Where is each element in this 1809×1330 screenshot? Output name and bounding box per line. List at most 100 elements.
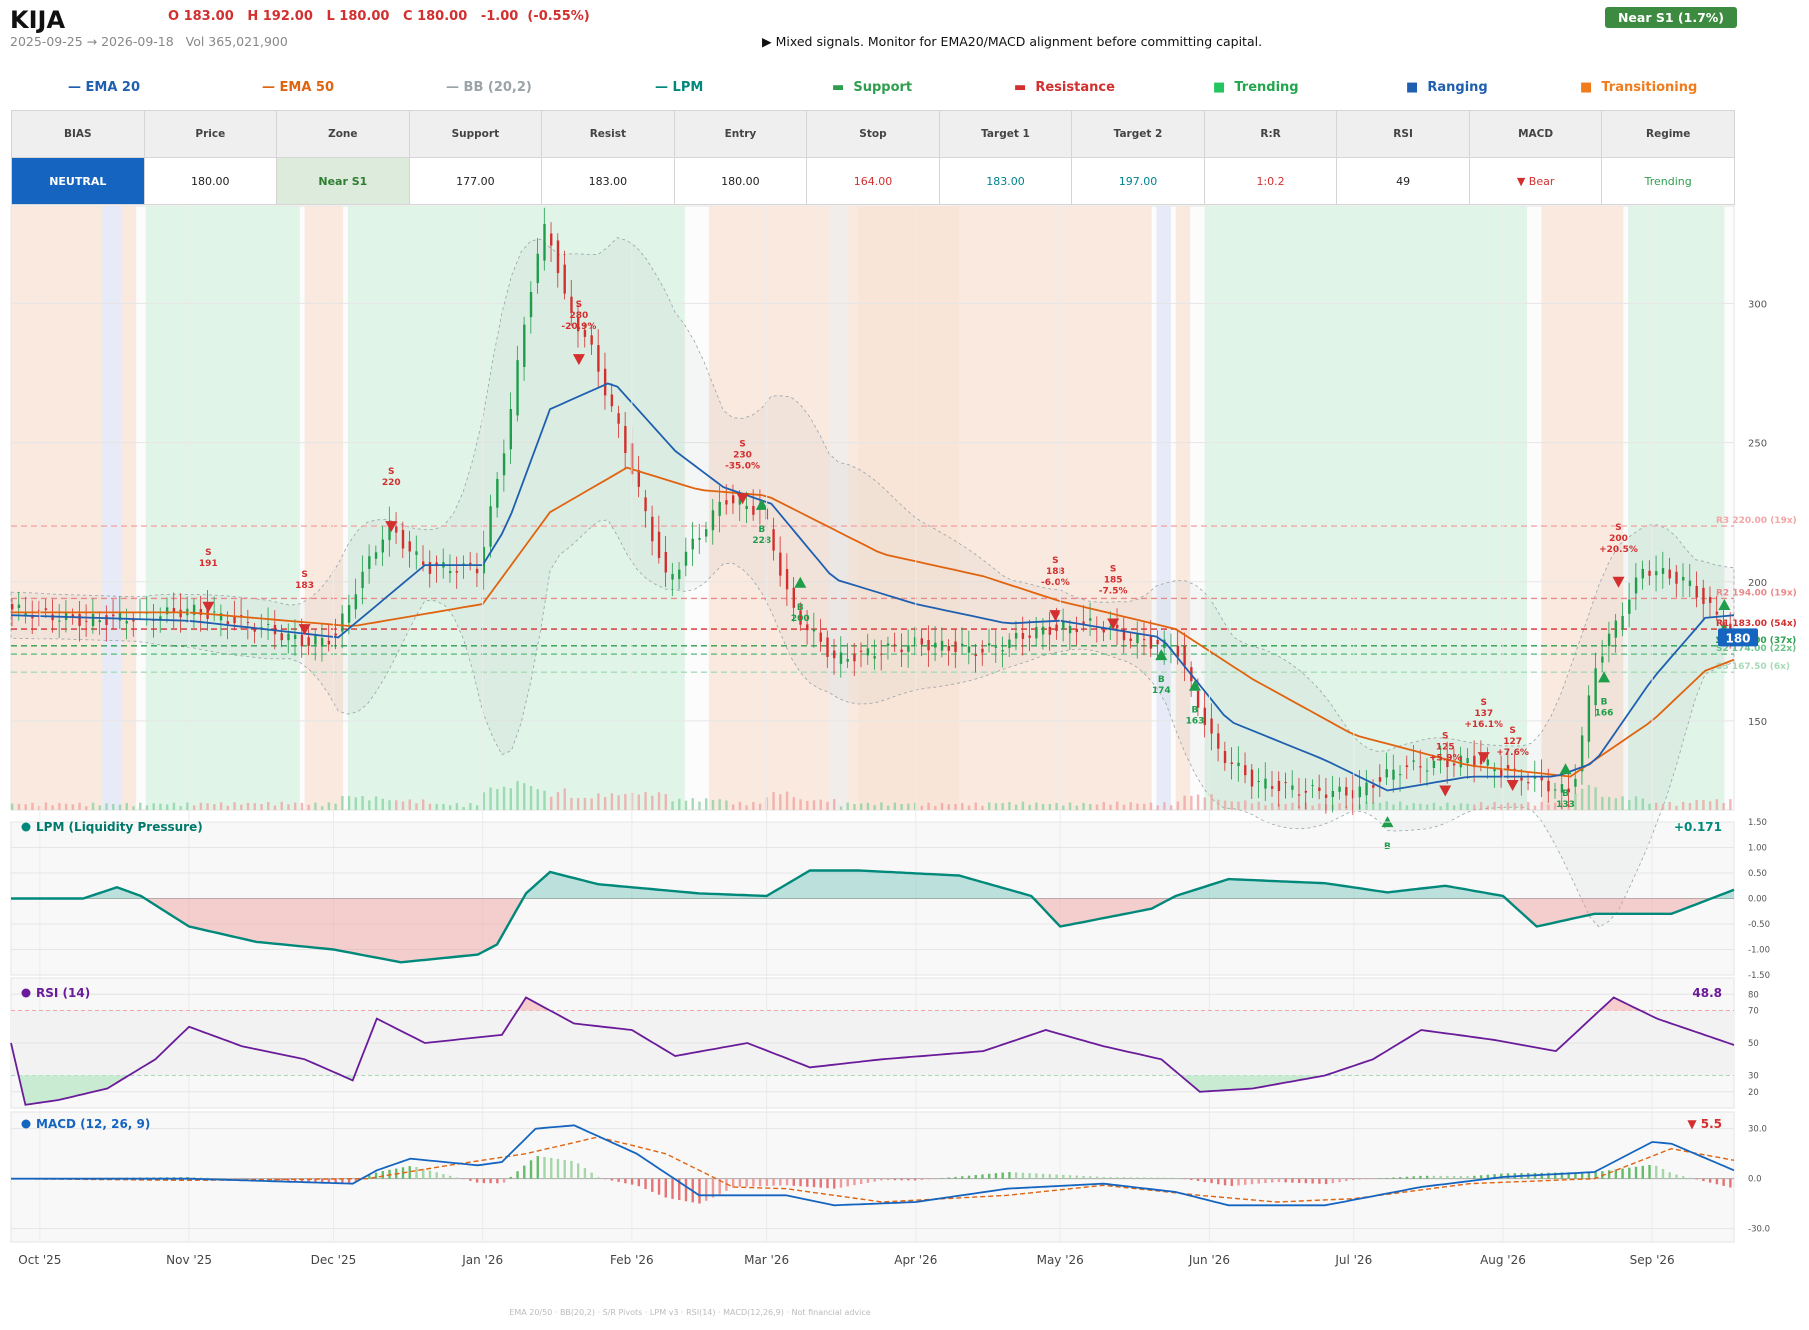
macd-histogram-bar — [1587, 1172, 1591, 1179]
candle-body — [1048, 626, 1052, 635]
legend-bollinger[interactable]: — BB (20,2) — [446, 80, 532, 95]
volume-bar — [401, 801, 405, 810]
macd-histogram-bar — [307, 1178, 310, 1182]
date-range-volume: 2025-09-25 → 2026-09-18 Vol 365,021,900 — [10, 34, 288, 49]
x-month-label: Jan '26 — [461, 1253, 503, 1267]
macd-histogram-bar — [1452, 1175, 1456, 1179]
macd-histogram-bar — [482, 1178, 486, 1184]
candle-body — [705, 529, 708, 537]
legend-ranging[interactable]: ■ Ranging — [1406, 80, 1488, 95]
candle-body — [1412, 760, 1415, 762]
volume-bar — [550, 796, 553, 810]
volume-bar — [1412, 803, 1415, 810]
volume-bar — [1520, 803, 1523, 810]
macd-histogram-bar — [859, 1178, 863, 1185]
legend-transitioning[interactable]: ■ Transitioning — [1580, 80, 1697, 95]
signal-label: 127 — [1503, 737, 1522, 747]
candle-body — [1156, 639, 1159, 645]
volume-bar — [799, 799, 802, 810]
macd-histogram-bar — [1594, 1172, 1597, 1179]
volume-bar — [893, 802, 897, 810]
volume-bar — [853, 804, 856, 810]
candle-body — [125, 621, 128, 624]
volume-bar — [1338, 803, 1341, 810]
macd-histogram-bar — [1399, 1177, 1402, 1179]
macd-histogram-bar — [1102, 1176, 1105, 1179]
volume-bar — [139, 802, 142, 810]
legend-support[interactable]: ▬ Support — [832, 80, 912, 95]
legend-ema20[interactable]: — EMA 20 — [68, 80, 140, 95]
candle-body — [597, 345, 600, 372]
buy-signal-marker — [1188, 679, 1201, 691]
sr-level-label: S2 174.00 (22x) — [1716, 644, 1796, 654]
signal-label: 137 — [1474, 709, 1493, 719]
col-header-regime: Regime — [1601, 110, 1735, 158]
candle-body — [880, 653, 883, 655]
legend-trending[interactable]: ■ Trending — [1213, 80, 1299, 95]
candle-body — [1062, 621, 1065, 630]
legend-resistance[interactable]: ▬ Resistance — [1014, 80, 1115, 95]
volume-bar — [994, 803, 998, 810]
sell-signal-marker — [1439, 785, 1452, 797]
candle-body — [779, 552, 782, 576]
candle-body — [408, 541, 411, 552]
last-price-label: 180 — [1725, 631, 1750, 645]
candle-body — [1560, 784, 1564, 793]
col-header-stop: Stop — [806, 110, 940, 158]
macd-histogram-bar — [1035, 1173, 1038, 1179]
candle-body — [1715, 611, 1719, 615]
candle-body — [806, 624, 809, 631]
macd-histogram-bar — [1668, 1172, 1671, 1179]
legend-ema50[interactable]: — EMA 50 — [262, 80, 334, 95]
volume-bar — [1318, 803, 1321, 810]
legend-lpm[interactable]: — LPM — [655, 80, 703, 95]
volume-bar — [1634, 796, 1638, 810]
macd-signal-line — [11, 1136, 1735, 1203]
candle-body — [428, 562, 432, 574]
volume-bar — [886, 805, 890, 810]
macd-histogram-bar — [1648, 1165, 1651, 1179]
candle-body — [1237, 762, 1240, 767]
macd-histogram-bar — [1075, 1175, 1079, 1179]
candle-body — [1304, 790, 1308, 793]
macd-histogram-bar — [988, 1173, 991, 1179]
macd-histogram-bar — [1655, 1165, 1658, 1179]
macd-histogram-bar — [448, 1175, 452, 1179]
sr-level-label: R1 183.00 (54x) — [1716, 619, 1797, 629]
volume-bar — [455, 803, 459, 810]
rsi-dot-icon — [21, 988, 31, 998]
macd-histogram-bar — [347, 1178, 351, 1184]
macd-histogram-bar — [684, 1178, 688, 1202]
sell-signal-marker — [298, 624, 311, 636]
candle-body — [1014, 632, 1018, 639]
macd-histogram-bar — [408, 1166, 411, 1179]
candle-body — [934, 642, 937, 648]
target2-cell: 197.00 — [1071, 157, 1205, 205]
volume-bar — [603, 796, 607, 810]
candle-body — [772, 529, 775, 551]
candle-body — [1230, 762, 1233, 765]
lpm-tick-label: -0.50 — [1748, 920, 1770, 930]
candle-body — [1176, 645, 1180, 657]
sell-signal-marker — [202, 601, 215, 613]
volume-bar — [1641, 798, 1644, 810]
rsi-tick-label: 70 — [1748, 1007, 1759, 1017]
candle-body — [1580, 735, 1584, 772]
candle-body — [1109, 626, 1112, 628]
candle-body — [1661, 568, 1665, 574]
macd-histogram-bar — [603, 1178, 607, 1180]
signal-label: S — [1509, 726, 1515, 736]
volume-bar — [489, 787, 492, 810]
macd-histogram-bar — [698, 1178, 701, 1204]
candle-body — [543, 223, 546, 261]
candle-body — [1129, 638, 1132, 642]
volume-bar — [523, 783, 526, 810]
macd-histogram-bar — [516, 1171, 519, 1179]
volume-bar — [1419, 803, 1422, 810]
volume-bar — [1062, 805, 1065, 810]
volume-bar — [536, 789, 539, 810]
candle-body — [590, 335, 593, 345]
macd-histogram-bar — [1675, 1174, 1678, 1179]
candle-body — [1601, 656, 1604, 663]
volume-bar — [1028, 804, 1031, 810]
